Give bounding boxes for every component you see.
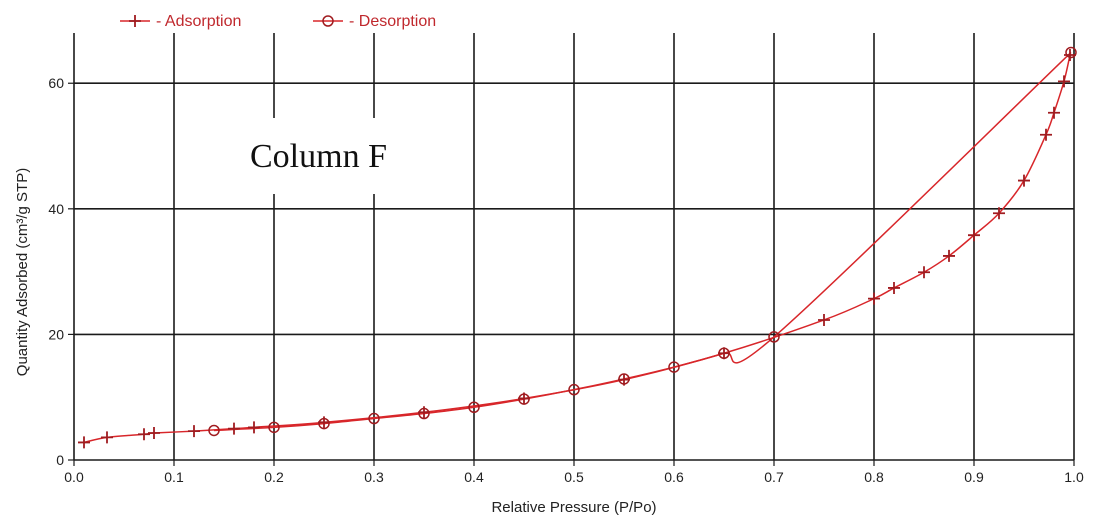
desorption-point <box>668 361 680 373</box>
x-tick-label: 1.0 <box>1064 469 1084 485</box>
adsorption-point <box>918 266 930 279</box>
adsorption-point <box>228 422 240 435</box>
x-tick-label: 0.2 <box>264 469 284 485</box>
desorption-point <box>568 383 580 396</box>
adsorption-point <box>78 436 90 449</box>
desorption-point <box>468 401 480 414</box>
adsorption-point <box>968 229 980 242</box>
adsorption-point <box>1040 128 1052 141</box>
y-tick-label: 20 <box>48 326 64 342</box>
desorption-point <box>418 407 430 420</box>
x-tick-label: 0.8 <box>864 469 884 485</box>
x-tick-label: 0.6 <box>664 469 684 485</box>
adsorption-point <box>888 281 900 294</box>
legend-adsorption-label: - Adsorption <box>156 13 241 30</box>
legend-adsorption-plus-icon <box>129 15 141 27</box>
adsorption-point <box>248 421 260 434</box>
x-axis-title: Relative Pressure (P/Po) <box>491 499 656 516</box>
desorption-point <box>518 393 530 405</box>
x-tick-label: 0.7 <box>764 469 784 485</box>
adsorption-point <box>148 426 160 439</box>
tick-labels: 0.0 0.1 0.2 0.3 0.4 0.5 0.6 0.7 0.8 0.9 1.0 0 20 40 60 <box>48 75 1084 485</box>
desorption-point <box>268 421 280 434</box>
adsorption-point <box>818 313 830 326</box>
desorption-point <box>208 424 220 437</box>
legend-item-adsorption: - Adsorption <box>120 13 241 30</box>
adsorption-point <box>101 431 113 444</box>
adsorption-point <box>1058 75 1070 88</box>
grid <box>74 33 1075 460</box>
series-curves <box>83 51 1072 444</box>
adsorption-curve <box>83 54 1071 444</box>
legend-desorption-circle-icon <box>322 15 334 27</box>
y-tick-label: 0 <box>56 452 64 468</box>
adsorption-point <box>1048 106 1060 119</box>
y-axis-title: Quantity Adsorbed (cm³/g STP) <box>14 168 31 376</box>
adsorption-point <box>943 249 955 262</box>
desorption-point <box>768 331 780 343</box>
y-tick-label: 40 <box>48 201 64 217</box>
annotation-column-f: Column F <box>250 138 387 175</box>
desorption-point <box>618 373 630 385</box>
desorption-point <box>318 417 330 430</box>
adsorption-point <box>993 207 1005 220</box>
legend: - Adsorption - Desorption <box>120 13 436 30</box>
x-tick-label: 0.9 <box>964 469 984 485</box>
legend-desorption-label: - Desorption <box>349 13 436 30</box>
adsorption-point <box>188 425 200 438</box>
adsorption-point <box>718 347 730 360</box>
x-tick-label: 0.1 <box>164 469 184 485</box>
series-markers <box>78 46 1077 449</box>
x-tick-label: 0.4 <box>464 469 484 485</box>
adsorption-point <box>1018 174 1030 187</box>
desorption-point <box>1065 46 1077 59</box>
desorption-curve <box>213 51 1072 432</box>
desorption-point <box>368 412 380 425</box>
y-tick-label: 60 <box>48 75 64 91</box>
x-tick-label: 0.3 <box>364 469 384 485</box>
x-tick-label: 0.0 <box>64 469 84 485</box>
axes <box>68 33 1075 466</box>
adsorption-point <box>138 428 150 441</box>
legend-item-desorption: - Desorption <box>313 13 436 30</box>
annotation-background <box>236 118 426 194</box>
desorption-point <box>718 347 730 359</box>
adsorption-point <box>868 292 880 305</box>
x-tick-label: 0.5 <box>564 469 584 485</box>
